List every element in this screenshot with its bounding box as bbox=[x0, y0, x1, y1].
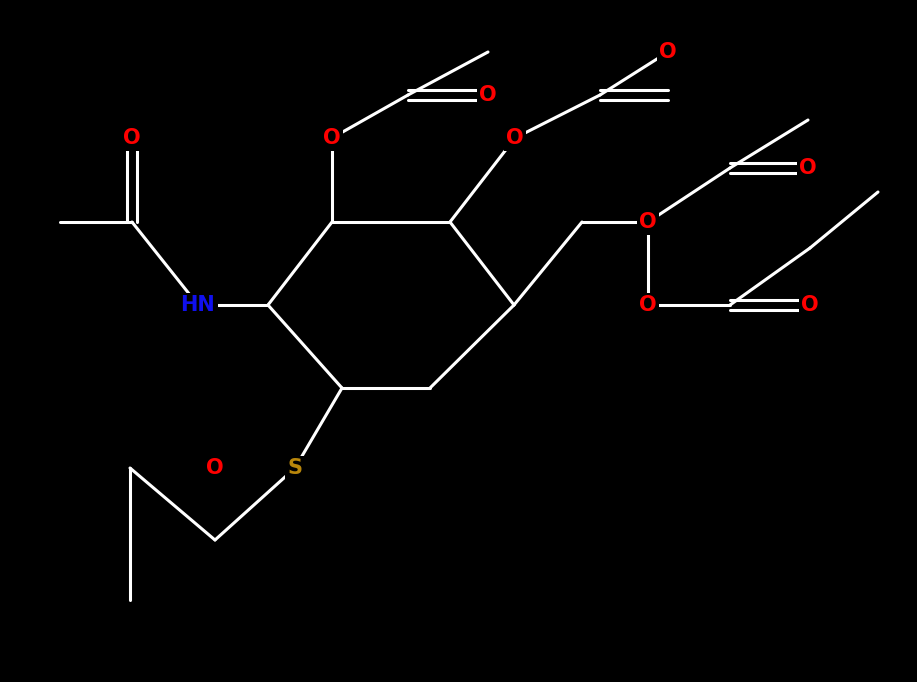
Text: O: O bbox=[659, 42, 677, 62]
Text: O: O bbox=[506, 128, 524, 148]
Text: HN: HN bbox=[181, 295, 215, 315]
Text: O: O bbox=[639, 295, 657, 315]
Text: O: O bbox=[323, 128, 341, 148]
Text: O: O bbox=[639, 212, 657, 232]
Text: O: O bbox=[480, 85, 497, 105]
Text: O: O bbox=[801, 295, 819, 315]
Text: O: O bbox=[800, 158, 817, 178]
Text: O: O bbox=[206, 458, 224, 478]
Text: S: S bbox=[288, 458, 303, 478]
Text: O: O bbox=[123, 128, 141, 148]
